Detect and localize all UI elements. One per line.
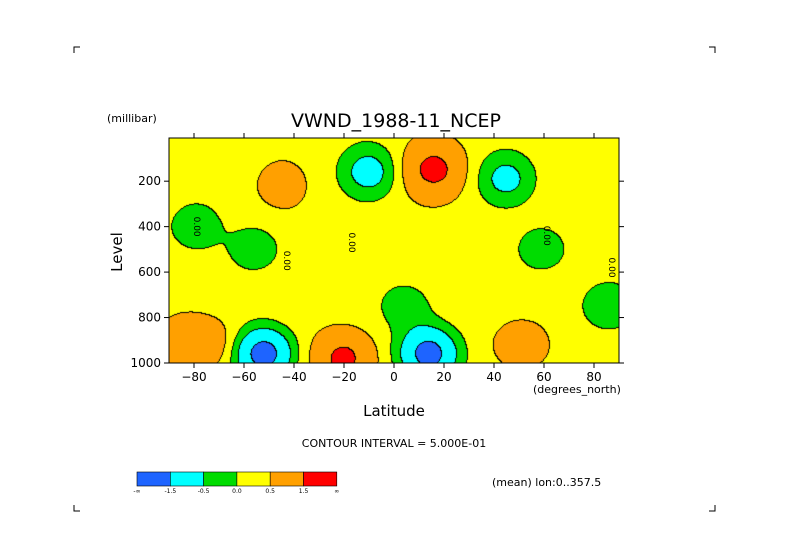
x-tick-label: 20 <box>436 370 451 384</box>
colorbar-swatch <box>136 471 171 487</box>
zero-contour-labels: 0.00 0.00 0.00 0.00 0.00 <box>191 217 616 278</box>
zero-contour-label: 0.00 <box>281 251 291 271</box>
y-tick-label: 200 <box>138 174 161 188</box>
x-axis: −80 −60 −40 −20 0 20 40 60 80 <box>181 133 602 384</box>
y-axis: 200 400 600 800 1000 <box>130 174 624 370</box>
y-tick-label: 600 <box>138 265 161 279</box>
colorbar-label: -0.5 <box>198 488 210 495</box>
colorbar-label: 0.0 <box>232 488 242 495</box>
colorbar-swatch <box>203 471 238 487</box>
colorbar-swatch <box>236 471 271 487</box>
colorbar-swatch <box>303 471 338 487</box>
colorbar-swatch <box>170 471 204 487</box>
x-tick-label: 0 <box>390 370 398 384</box>
x-tick-label: 60 <box>536 370 551 384</box>
x-tick-label: 40 <box>486 370 501 384</box>
y-units-label: (millibar) <box>107 112 157 125</box>
colorbar-swatch <box>269 471 304 487</box>
colorbar: -∞ -1.5 -0.5 0.0 0.5 1.5 ∞ <box>133 471 339 495</box>
crop-marks <box>73 46 716 512</box>
x-tick-label: −60 <box>231 370 256 384</box>
y-tick-label: 400 <box>138 220 161 234</box>
x-tick-label: −20 <box>331 370 356 384</box>
x-tick-label: −80 <box>181 370 206 384</box>
colorbar-label: -1.5 <box>164 488 176 495</box>
colorbar-label: -∞ <box>133 488 140 495</box>
x-tick-label: 80 <box>586 370 601 384</box>
chart-title: VWND_1988-11_NCEP <box>291 110 501 132</box>
colorbar-label: 0.5 <box>265 488 275 495</box>
colorbar-label: ∞ <box>334 488 339 495</box>
x-axis-title: Latitude <box>363 402 425 420</box>
y-tick-label: 1000 <box>130 356 161 370</box>
plot-area: 0.00 0.00 0.00 0.00 0.00 <box>168 137 620 364</box>
y-tick-label: 800 <box>138 311 161 325</box>
mean-longitude-note: (mean) lon:0..357.5 <box>492 476 601 489</box>
contour-interval-label: CONTOUR INTERVAL = 5.000E-01 <box>302 437 486 450</box>
heatmap-field <box>169 138 619 363</box>
zero-contour-label: 0.00 <box>541 226 551 246</box>
x-tick-label: −40 <box>281 370 306 384</box>
colorbar-label: 1.5 <box>299 488 309 495</box>
zero-contour-label: 0.00 <box>606 258 616 278</box>
zero-contour-label: 0.00 <box>346 233 356 253</box>
y-axis-title: Level <box>108 232 126 272</box>
zero-contour-label: 0.00 <box>191 217 201 237</box>
x-units-label: (degrees_north) <box>533 383 621 396</box>
